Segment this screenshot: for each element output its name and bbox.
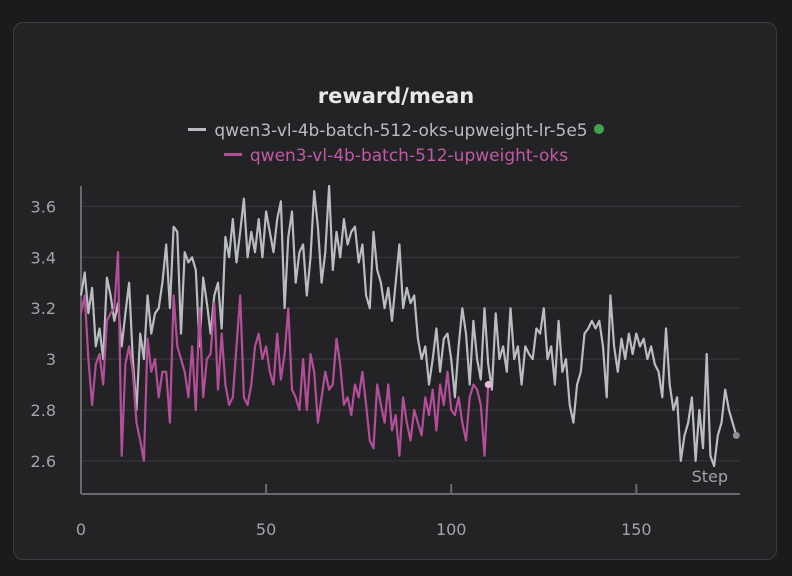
- legend-label-series1: qwen3-vl-4b-batch-512-oks-upweight-lr-5e…: [214, 121, 588, 141]
- legend-swatch-series2: [223, 152, 242, 156]
- x-tick-label: 150: [621, 520, 652, 539]
- legend-item-series1[interactable]: qwen3-vl-4b-batch-512-oks-upweight-lr-5e…: [0, 121, 792, 141]
- y-tick-label: 3.6: [31, 197, 56, 216]
- x-axis-label: Step: [692, 467, 728, 486]
- y-tick-label: 2.8: [31, 401, 56, 420]
- x-tick-label: 100: [436, 520, 467, 539]
- x-tick-label: 50: [256, 520, 276, 539]
- y-tick-label: 3.2: [31, 299, 56, 318]
- y-tick-label: 3.4: [31, 248, 56, 267]
- y-tick-label: 3: [46, 350, 56, 369]
- x-tick-label: 0: [76, 520, 86, 539]
- status-dot-icon: [593, 124, 604, 134]
- series-end-marker-1: [732, 431, 740, 439]
- legend-label-series2: qwen3-vl-4b-batch-512-upweight-oks: [249, 146, 569, 166]
- legend-item-series2[interactable]: qwen3-vl-4b-batch-512-upweight-oks: [0, 146, 792, 166]
- chart-title: reward/mean: [317, 84, 475, 108]
- series-line-2: [79, 251, 490, 462]
- y-tick-label: 2.6: [31, 452, 56, 471]
- series-end-marker-2: [484, 381, 492, 389]
- series-line-1: [79, 184, 738, 468]
- legend-swatch-series1: [188, 127, 207, 131]
